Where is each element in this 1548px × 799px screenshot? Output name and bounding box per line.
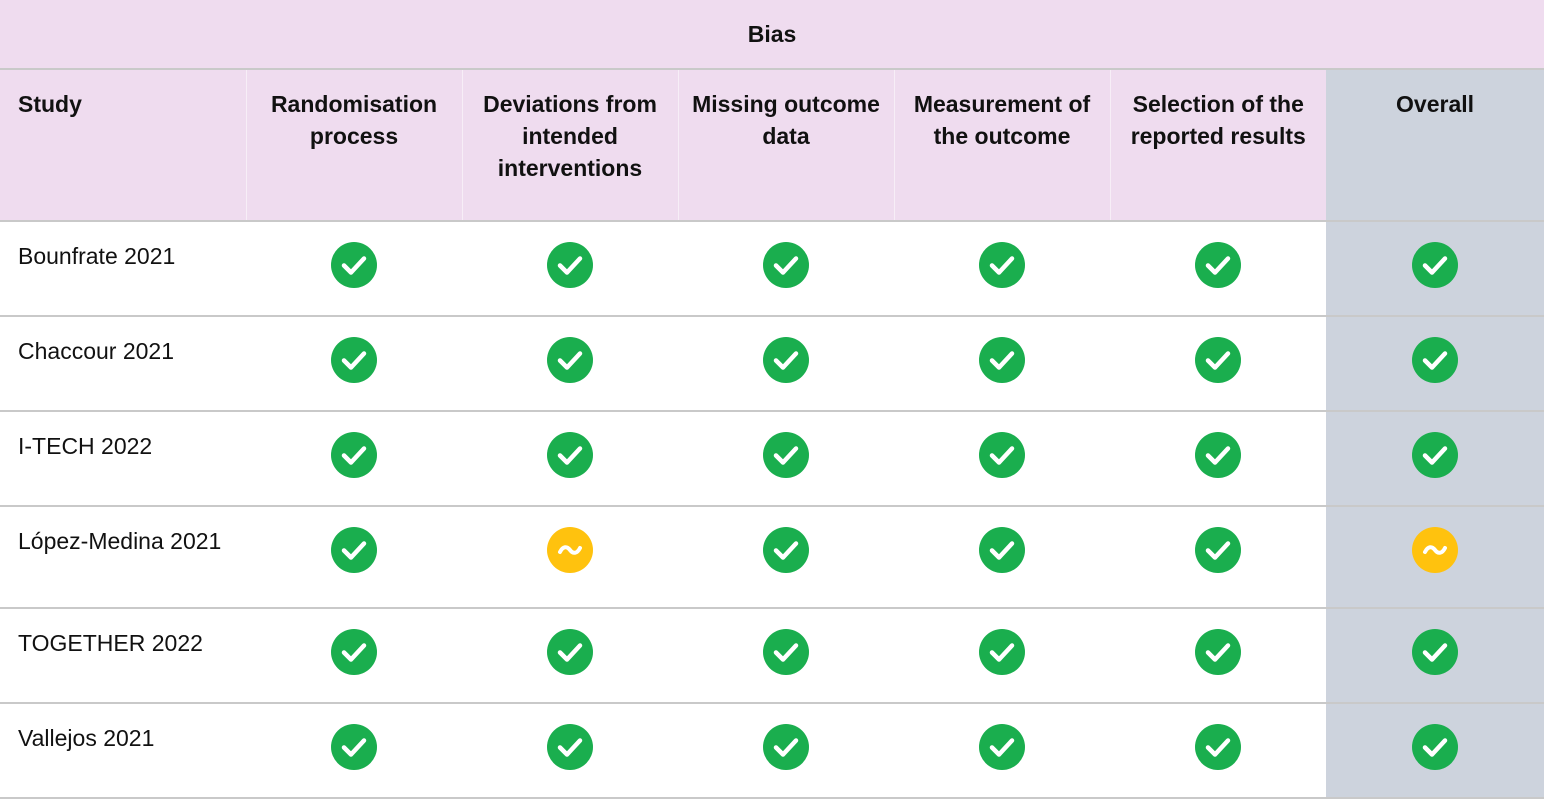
study-name: López-Medina 2021 [0, 506, 246, 609]
overall-rating-cell [1326, 221, 1545, 317]
check-circle-icon [547, 242, 593, 288]
check-circle-icon [1412, 337, 1459, 383]
rating-cell [462, 608, 678, 704]
bias-group-header-row: Bias [0, 0, 1545, 70]
check-circle-icon [1412, 432, 1459, 478]
overall-rating-cell [1326, 703, 1545, 799]
check-circle-icon [547, 337, 593, 383]
study-name: Vallejos 2021 [0, 703, 246, 799]
check-circle-icon [763, 337, 809, 383]
tilde-circle-icon [547, 527, 593, 573]
overall-rating-cell [1326, 506, 1545, 609]
rating-cell [246, 703, 462, 799]
rating-cell [246, 506, 462, 609]
rating-cell [678, 316, 894, 412]
check-circle-icon [1195, 527, 1241, 573]
check-circle-icon [1195, 724, 1241, 770]
rating-cell [462, 316, 678, 412]
table-row: Bounfrate 2021 [0, 221, 1545, 317]
check-circle-icon [547, 432, 593, 478]
rating-cell [678, 608, 894, 704]
check-circle-icon [1412, 242, 1459, 288]
rating-cell [894, 221, 1110, 317]
rating-cell [894, 316, 1110, 412]
rating-cell [246, 608, 462, 704]
column-header-study: Study [0, 69, 246, 222]
check-circle-icon [1195, 337, 1241, 383]
check-circle-icon [979, 242, 1025, 288]
check-circle-icon [331, 629, 377, 675]
study-name: I-TECH 2022 [0, 411, 246, 507]
check-circle-icon [331, 242, 377, 288]
check-circle-icon [763, 432, 809, 478]
rating-cell [894, 703, 1110, 799]
check-circle-icon [331, 527, 377, 573]
rating-cell [462, 221, 678, 317]
rating-cell [678, 411, 894, 507]
table-row: TOGETHER 2022 [0, 608, 1545, 704]
check-circle-icon [763, 527, 809, 573]
check-circle-icon [1195, 242, 1241, 288]
check-circle-icon [763, 242, 809, 288]
overall-rating-cell [1326, 608, 1545, 704]
column-header-selection: Selection of the reported results [1109, 69, 1326, 222]
study-name: TOGETHER 2022 [0, 608, 246, 704]
check-circle-icon [763, 724, 809, 770]
table-row: Chaccour 2021 [0, 316, 1545, 412]
table-row: Vallejos 2021 [0, 703, 1545, 799]
check-circle-icon [1195, 432, 1241, 478]
check-circle-icon [331, 432, 377, 478]
table-row: I-TECH 2022 [0, 411, 1545, 507]
check-circle-icon [979, 629, 1025, 675]
check-circle-icon [1412, 724, 1459, 770]
tilde-circle-icon [1412, 527, 1459, 573]
check-circle-icon [763, 629, 809, 675]
column-header-randomisation: Randomisation process [245, 69, 462, 222]
rating-cell [246, 411, 462, 507]
check-circle-icon [331, 337, 377, 383]
rating-cell [1110, 221, 1326, 317]
column-header-overall: Overall [1326, 69, 1545, 222]
column-header-deviations: Deviations from intended interventions [461, 69, 678, 222]
check-circle-icon [547, 724, 593, 770]
check-circle-icon [331, 724, 377, 770]
rating-cell [894, 411, 1110, 507]
rating-cell [1110, 703, 1326, 799]
check-circle-icon [1195, 629, 1241, 675]
study-name: Chaccour 2021 [0, 316, 246, 412]
rating-cell [1110, 411, 1326, 507]
rating-cell [1110, 316, 1326, 412]
rating-cell [462, 411, 678, 507]
rating-cell [246, 316, 462, 412]
rating-cell [678, 506, 894, 609]
rating-cell [894, 506, 1110, 609]
check-circle-icon [979, 527, 1025, 573]
column-header-measurement: Measurement of the outcome [893, 69, 1110, 222]
check-circle-icon [979, 337, 1025, 383]
rating-cell [678, 703, 894, 799]
rating-cell [462, 703, 678, 799]
rating-cell [246, 221, 462, 317]
rating-cell [894, 608, 1110, 704]
check-circle-icon [547, 629, 593, 675]
column-header-row: Study Randomisation process Deviations f… [0, 69, 1545, 222]
rating-cell [678, 221, 894, 317]
check-circle-icon [979, 724, 1025, 770]
table-row: López-Medina 2021 [0, 506, 1545, 609]
rating-cell [1110, 608, 1326, 704]
study-name: Bounfrate 2021 [0, 221, 246, 317]
check-circle-icon [979, 432, 1025, 478]
rating-cell [462, 506, 678, 609]
check-circle-icon [1412, 629, 1459, 675]
overall-rating-cell [1326, 316, 1545, 412]
overall-rating-cell [1326, 411, 1545, 507]
rating-cell [1110, 506, 1326, 609]
bias-group-header: Bias [0, 0, 1545, 70]
column-header-missing-data: Missing outcome data [677, 69, 894, 222]
